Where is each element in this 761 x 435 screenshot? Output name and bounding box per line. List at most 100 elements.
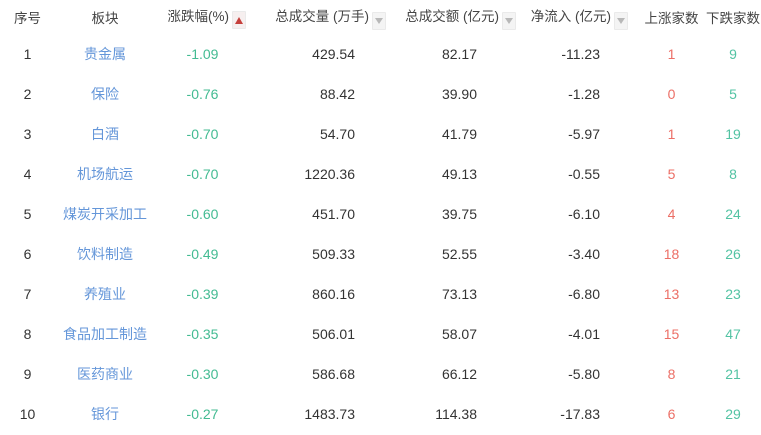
- cell-losers: 47: [725, 326, 741, 342]
- col-header-change-pct[interactable]: 涨跌幅(%): [155, 0, 250, 34]
- cell-turnover: 41.79: [441, 126, 477, 142]
- cell-index: 7: [23, 286, 32, 302]
- cell-volume: 88.42: [319, 86, 355, 102]
- sector-link[interactable]: 机场航运: [77, 166, 133, 182]
- cell-sector: 饮料制造: [55, 234, 155, 274]
- sector-link[interactable]: 医药商业: [77, 366, 133, 382]
- cell-volume: 429.54: [312, 46, 355, 62]
- cell-sector: 养殖业: [55, 274, 155, 314]
- cell-index: 10: [19, 406, 36, 422]
- col-header-turnover[interactable]: 总成交额 (亿元): [390, 0, 520, 34]
- col-header-label: 总成交量 (万手): [275, 8, 369, 24]
- cell-sector: 食品加工制造: [55, 314, 155, 354]
- cell-losers: 26: [725, 246, 741, 262]
- cell-losers: 5: [729, 86, 737, 102]
- sector-link[interactable]: 饮料制造: [77, 246, 133, 262]
- cell-losers: 8: [729, 166, 737, 182]
- sort-toggle-icon: [502, 11, 516, 30]
- sector-link[interactable]: 煤炭开采加工: [63, 206, 147, 222]
- cell-gainers: 4: [667, 206, 676, 222]
- table-row: 9 医药商业 -0.30 586.68 66.12 -5.80 8 21: [0, 354, 761, 394]
- table-row: 4 机场航运 -0.70 1220.36 49.13 -0.55 5 8: [0, 154, 761, 194]
- cell-losers: 24: [725, 206, 741, 222]
- cell-turnover: 58.07: [441, 326, 477, 342]
- table-row: 6 饮料制造 -0.49 509.33 52.55 -3.40 18 26: [0, 234, 761, 274]
- sector-link[interactable]: 白酒: [91, 126, 119, 142]
- sector-link[interactable]: 贵金属: [84, 46, 126, 62]
- cell-losers: 29: [725, 406, 741, 422]
- cell-net-inflow: -5.80: [568, 366, 600, 382]
- col-header-sector: 板块: [55, 0, 155, 34]
- cell-index: 2: [23, 86, 32, 102]
- col-header-label: 总成交额 (亿元): [405, 8, 499, 24]
- table-row: 10 银行 -0.27 1483.73 114.38 -17.83 6 29: [0, 394, 761, 434]
- table-row: 3 白酒 -0.70 54.70 41.79 -5.97 1 19: [0, 114, 761, 154]
- cell-net-inflow: -1.28: [568, 86, 600, 102]
- col-header-index: 序号: [0, 0, 55, 34]
- cell-net-inflow: -0.55: [568, 166, 600, 182]
- col-header-net-inflow[interactable]: 净流入 (亿元): [520, 0, 638, 34]
- cell-change-pct: -0.39: [186, 286, 219, 302]
- cell-volume: 860.16: [312, 286, 355, 302]
- sector-link[interactable]: 养殖业: [84, 286, 126, 302]
- cell-index: 9: [23, 366, 32, 382]
- cell-change-pct: -1.09: [186, 46, 219, 62]
- cell-gainers: 13: [663, 286, 680, 302]
- cell-turnover: 39.75: [441, 206, 477, 222]
- cell-net-inflow: -3.40: [568, 246, 600, 262]
- sort-ascending-icon: [232, 11, 246, 30]
- cell-net-inflow: -17.83: [560, 406, 600, 422]
- cell-change-pct: -0.35: [186, 326, 219, 342]
- cell-gainers: 1: [667, 46, 676, 62]
- table-row: 5 煤炭开采加工 -0.60 451.70 39.75 -6.10 4 24: [0, 194, 761, 234]
- cell-change-pct: -0.76: [186, 86, 219, 102]
- sector-link[interactable]: 食品加工制造: [63, 326, 147, 342]
- cell-turnover: 114.38: [435, 406, 477, 422]
- sector-link[interactable]: 银行: [91, 406, 119, 422]
- cell-losers: 9: [729, 46, 737, 62]
- table-body: 1 贵金属 -1.09 429.54 82.17 -11.23 1 9 2 保险 -0.76 88.4…: [0, 34, 761, 434]
- cell-sector: 白酒: [55, 114, 155, 154]
- cell-sector: 保险: [55, 74, 155, 114]
- cell-volume: 451.70: [312, 206, 355, 222]
- cell-change-pct: -0.70: [186, 126, 219, 142]
- cell-sector: 机场航运: [55, 154, 155, 194]
- cell-index: 3: [23, 126, 32, 142]
- cell-net-inflow: -5.97: [568, 126, 600, 142]
- col-header-label: 序号: [14, 11, 41, 26]
- cell-index: 6: [23, 246, 32, 262]
- cell-net-inflow: -6.10: [568, 206, 600, 222]
- cell-gainers: 5: [667, 166, 676, 182]
- cell-volume: 509.33: [312, 246, 355, 262]
- cell-losers: 19: [725, 126, 741, 142]
- table-row: 8 食品加工制造 -0.35 506.01 58.07 -4.01 15 47: [0, 314, 761, 354]
- cell-volume: 586.68: [312, 366, 355, 382]
- col-header-label: 上涨家数: [644, 11, 699, 26]
- cell-index: 8: [23, 326, 32, 342]
- cell-sector: 医药商业: [55, 354, 155, 394]
- cell-volume: 1220.36: [304, 166, 355, 182]
- cell-net-inflow: -11.23: [561, 46, 600, 62]
- col-header-label: 板块: [91, 11, 119, 26]
- col-header-gainers: 上涨家数: [638, 0, 705, 34]
- cell-change-pct: -0.30: [186, 366, 219, 382]
- cell-net-inflow: -4.01: [568, 326, 600, 342]
- cell-sector: 贵金属: [55, 34, 155, 74]
- table-row: 2 保险 -0.76 88.42 39.90 -1.28 0 5: [0, 74, 761, 114]
- cell-gainers: 15: [663, 326, 680, 342]
- cell-volume: 1483.73: [304, 406, 355, 422]
- cell-gainers: 1: [667, 126, 676, 142]
- cell-change-pct: -0.27: [186, 406, 219, 422]
- col-header-volume[interactable]: 总成交量 (万手): [250, 0, 390, 34]
- cell-net-inflow: -6.80: [568, 286, 600, 302]
- cell-turnover: 82.17: [441, 46, 477, 62]
- col-header-label: 下跌家数: [706, 11, 760, 26]
- cell-change-pct: -0.60: [186, 206, 219, 222]
- cell-turnover: 49.13: [441, 166, 477, 182]
- cell-turnover: 39.90: [441, 86, 477, 102]
- cell-gainers: 0: [667, 86, 676, 102]
- sector-link[interactable]: 保险: [91, 86, 119, 102]
- cell-gainers: 6: [667, 406, 676, 422]
